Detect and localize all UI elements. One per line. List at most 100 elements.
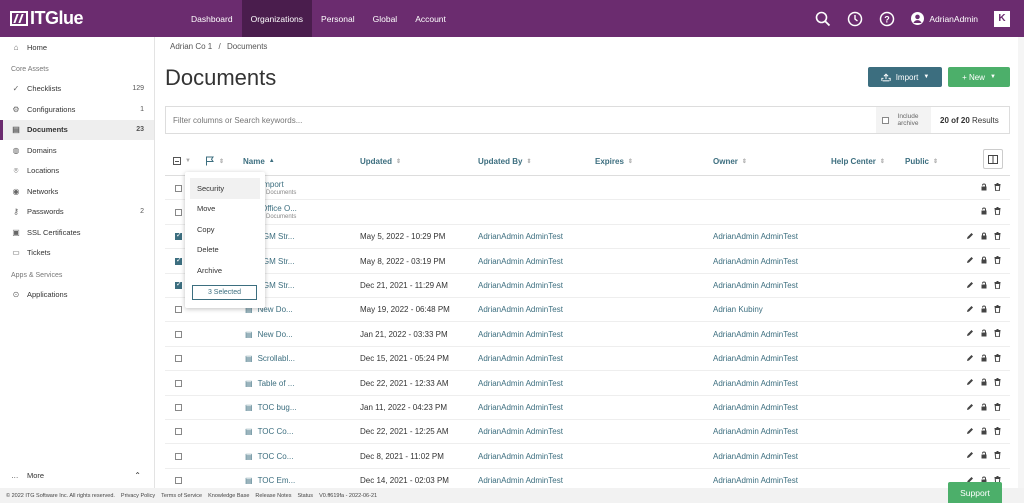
lock-closed-icon[interactable] xyxy=(980,256,988,266)
updated-by-cell[interactable]: AdrianAdmin AdminTest xyxy=(478,451,563,461)
document-link[interactable]: Scrollabl... xyxy=(257,354,295,364)
document-link[interactable]: TOC Co... xyxy=(257,427,294,437)
sidebar-item-documents[interactable]: ▤ Documents 23 xyxy=(0,119,154,140)
column-public[interactable]: Public ⇕ xyxy=(905,146,938,176)
table-row[interactable]: ▤ TOC Co... Dec 8, 2021 - 11:02 PM AdrianAd… xyxy=(165,444,1010,469)
lock-open-icon[interactable] xyxy=(980,281,988,291)
lock-open-icon[interactable] xyxy=(980,403,988,413)
column-updated-by[interactable]: Updated By ⇕ xyxy=(478,146,531,176)
owner-cell[interactable]: AdrianAdmin AdminTest xyxy=(713,354,798,364)
owner-cell[interactable]: AdrianAdmin AdminTest xyxy=(713,281,798,291)
lock-open-icon[interactable] xyxy=(980,207,988,217)
updated-by-cell[interactable]: AdrianAdmin AdminTest xyxy=(478,378,563,388)
sidebar-item-configurations[interactable]: ⚙ Configurations 1 xyxy=(0,99,154,120)
updated-by-cell[interactable]: AdrianAdmin AdminTest xyxy=(478,256,563,266)
lock-open-icon[interactable] xyxy=(980,183,988,193)
edit-pencil-icon[interactable] xyxy=(966,378,974,388)
table-row[interactable]: Office O... 1 Documents xyxy=(165,200,1010,225)
document-link[interactable]: New Do... xyxy=(257,329,293,339)
table-row[interactable]: ▤ Table of ... Dec 22, 2021 - 12:33 AM Adri… xyxy=(165,371,1010,396)
updated-by-cell[interactable]: AdrianAdmin AdminTest xyxy=(478,427,563,437)
lock-open-icon[interactable] xyxy=(980,427,988,437)
bulk-checkbox[interactable] xyxy=(173,157,181,165)
trash-icon[interactable] xyxy=(994,402,1001,413)
updated-by-cell[interactable]: AdrianAdmin AdminTest xyxy=(478,329,563,339)
sidebar-item-applications[interactable]: ⊙ Applications xyxy=(0,284,154,305)
folder-link[interactable]: Office O... xyxy=(261,204,297,214)
edit-pencil-icon[interactable] xyxy=(966,305,974,315)
lock-open-icon[interactable] xyxy=(980,451,988,461)
document-link[interactable]: AGM Str... xyxy=(257,256,295,266)
page-scrollbar[interactable] xyxy=(1018,37,1024,488)
trash-icon[interactable] xyxy=(994,280,1001,291)
lock-open-icon[interactable] xyxy=(980,378,988,388)
trash-icon[interactable] xyxy=(994,426,1001,437)
table-row[interactable]: Import 1 Documents xyxy=(165,176,1010,201)
edit-pencil-icon[interactable] xyxy=(966,281,974,291)
column-owner[interactable]: Owner ⇕ xyxy=(713,146,747,176)
edit-pencil-icon[interactable] xyxy=(966,451,974,461)
lock-open-icon[interactable] xyxy=(980,354,988,364)
table-row[interactable]: ▤ Scrollabl... Dec 15, 2021 - 05:24 PM Adri… xyxy=(165,347,1010,372)
updated-by-cell[interactable]: AdrianAdmin AdminTest xyxy=(478,232,563,242)
owner-cell[interactable]: Adrian Kubiny xyxy=(713,305,763,315)
menu-item-copy[interactable]: Copy xyxy=(197,224,215,234)
flag-column-header[interactable]: ⇕ xyxy=(205,146,224,176)
lock-closed-icon[interactable] xyxy=(980,232,988,242)
column-updated[interactable]: Updated ⇕ xyxy=(360,146,401,176)
edit-pencil-icon[interactable] xyxy=(966,427,974,437)
column-name[interactable]: Name ▲ xyxy=(243,146,275,176)
table-row[interactable]: ▤ New Do... Jan 21, 2022 - 03:33 PM AdrianA… xyxy=(165,322,1010,347)
nav-personal[interactable]: Personal xyxy=(321,13,355,24)
row-checkbox[interactable] xyxy=(175,256,182,265)
lock-open-icon[interactable] xyxy=(980,305,988,315)
document-link[interactable]: Table of ... xyxy=(257,378,295,388)
import-button[interactable]: Import ▼ xyxy=(868,67,942,87)
kaseya-app-switcher-icon[interactable]: K xyxy=(994,10,1010,27)
row-checkbox[interactable] xyxy=(175,306,182,314)
row-checkbox[interactable] xyxy=(175,428,182,436)
user-menu[interactable]: AdrianAdmin xyxy=(911,12,978,25)
clock-icon[interactable] xyxy=(847,11,863,27)
document-link[interactable]: AGM Str... xyxy=(257,281,295,291)
footer-link-terms-of-service[interactable]: Terms of Service xyxy=(161,492,203,499)
row-checkbox[interactable] xyxy=(175,404,182,412)
menu-item-delete[interactable]: Delete xyxy=(197,245,219,255)
trash-icon[interactable] xyxy=(994,231,1001,242)
folder-link[interactable]: Import xyxy=(261,180,284,189)
table-row[interactable]: ▤AGM Str...May 5, 2022 - 10:29 PMAdrianA… xyxy=(165,225,1010,250)
owner-cell[interactable]: AdrianAdmin AdminTest xyxy=(713,427,798,437)
edit-pencil-icon[interactable] xyxy=(966,329,974,339)
support-button[interactable]: Support xyxy=(948,482,1002,503)
footer-link-status[interactable]: Status xyxy=(297,492,314,499)
column-toggle-button[interactable] xyxy=(983,149,1003,169)
row-checkbox[interactable] xyxy=(175,208,182,216)
document-link[interactable]: TOC Co... xyxy=(257,451,294,461)
edit-pencil-icon[interactable] xyxy=(966,354,974,364)
row-checkbox[interactable] xyxy=(175,280,182,290)
updated-by-cell[interactable]: AdrianAdmin AdminTest xyxy=(478,354,563,364)
nav-organizations[interactable]: Organizations xyxy=(241,0,313,37)
owner-cell[interactable]: AdrianAdmin AdminTest xyxy=(713,232,798,242)
owner-cell[interactable]: AdrianAdmin AdminTest xyxy=(713,476,798,486)
table-row[interactable]: ▤ New Do... May 19, 2022 - 06:48 PM AdrianA… xyxy=(165,298,1010,323)
footer-link-release-notes[interactable]: Release Notes xyxy=(255,492,292,499)
edit-pencil-icon[interactable] xyxy=(966,256,974,266)
trash-icon[interactable] xyxy=(994,378,1001,388)
edit-pencil-icon[interactable] xyxy=(966,476,974,486)
row-checkbox[interactable] xyxy=(175,231,182,241)
include-archive-checkbox[interactable] xyxy=(882,116,889,124)
row-checkbox[interactable] xyxy=(175,379,182,387)
table-row[interactable]: ▤ TOC Co... Dec 22, 2021 - 12:25 AM AdrianA… xyxy=(165,420,1010,445)
lock-open-icon[interactable] xyxy=(980,476,988,486)
trash-icon[interactable] xyxy=(994,183,1001,193)
new-button[interactable]: + New ▼ xyxy=(948,67,1010,87)
bulk-select-dropdown[interactable]: ▼ xyxy=(173,146,191,176)
footer-link-privacy-policy[interactable]: Privacy Policy xyxy=(120,492,156,499)
owner-cell[interactable]: AdrianAdmin AdminTest xyxy=(713,451,798,461)
nav-global[interactable]: Global xyxy=(372,13,398,24)
itglue-logo[interactable]: ITGlue xyxy=(10,8,170,29)
nav-account[interactable]: Account xyxy=(415,13,446,24)
footer-link-knowledge-base[interactable]: Knowledge Base xyxy=(208,492,250,499)
breadcrumb-org-link[interactable]: Adrian Co 1 xyxy=(170,42,213,51)
